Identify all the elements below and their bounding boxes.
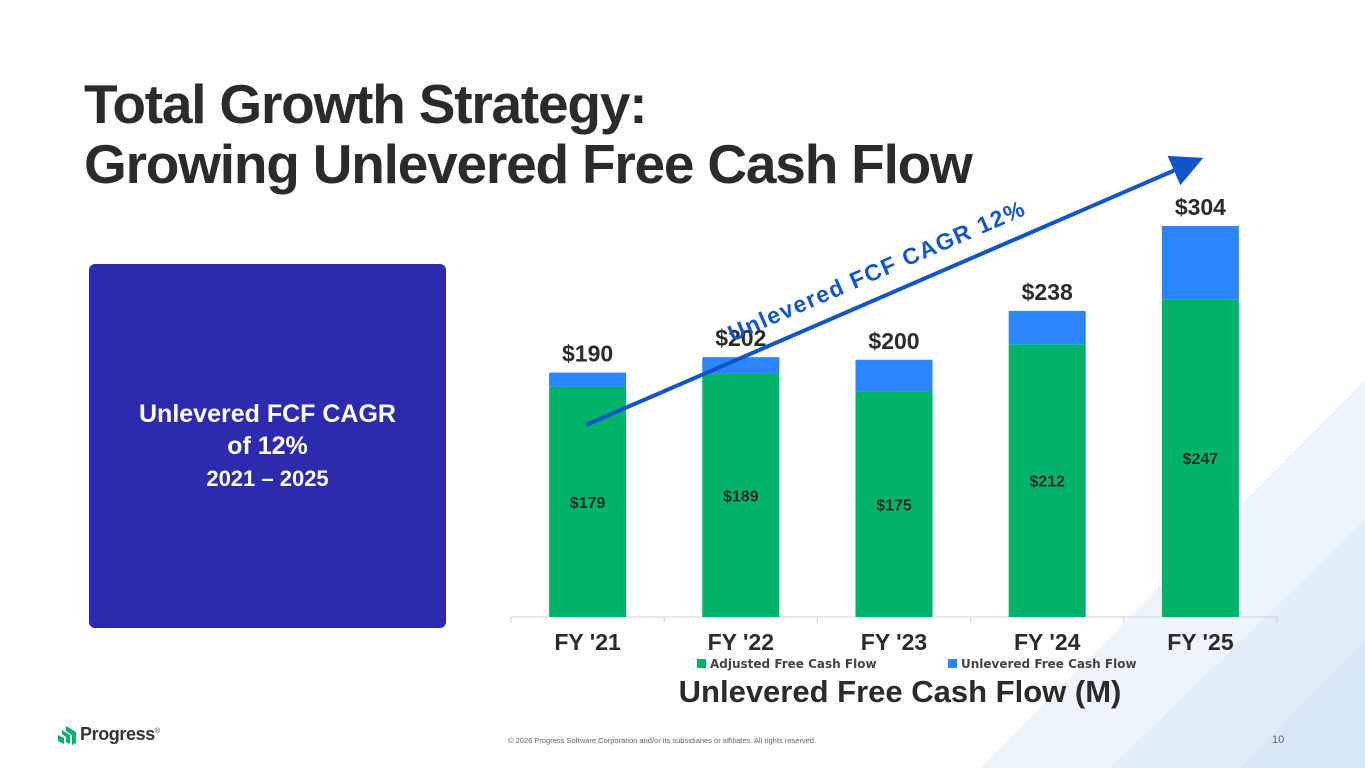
bar-unlevered-free-cash-flow-fy-21	[549, 372, 627, 387]
total-label-fy-24: $238	[1022, 279, 1073, 305]
callout-years: 2021 – 2025	[206, 466, 329, 491]
bar-adjusted-free-cash-flow-fy-25	[1161, 299, 1239, 617]
x-tick-label-fy-24: FY '24	[1014, 629, 1081, 655]
legend-label-adjusted-free-cash-flow: Adjusted Free Cash Flow	[710, 657, 877, 671]
page-title: Total Growth Strategy: Growing Unlevered…	[84, 73, 973, 195]
callout-line-2: of 12%	[227, 432, 308, 460]
x-tick-label-fy-23: FY '23	[861, 629, 927, 655]
total-label-fy-25: $304	[1175, 194, 1226, 220]
data-label-adjusted-fy-25: $247	[1183, 451, 1219, 468]
total-label-fy-23: $200	[868, 328, 919, 354]
copyright-footer: © 2026 Progress Software Corporation and…	[508, 736, 817, 745]
cagr-callout-box: Unlevered FCF CAGR of 12% 2021 – 2025	[89, 264, 446, 628]
data-label-adjusted-fy-21: $179	[570, 495, 606, 512]
bar-unlevered-free-cash-flow-fy-23	[855, 359, 933, 392]
title-line-1: Total Growth Strategy:	[84, 73, 648, 135]
title-line-2: Growing Unlevered Free Cash Flow	[84, 133, 973, 195]
cagr-annotation: Unlevered FCF CAGR 12%	[724, 195, 1030, 347]
data-label-adjusted-fy-22: $189	[723, 488, 759, 505]
page-number: 10	[1272, 734, 1285, 746]
total-label-fy-21: $190	[562, 341, 613, 367]
legend-swatch-adjusted-free-cash-flow	[697, 659, 706, 668]
progress-logo-icon	[58, 725, 76, 745]
logo-registered-mark: ®	[154, 728, 160, 735]
bar-unlevered-free-cash-flow-fy-22	[702, 357, 780, 374]
x-tick-label-fy-21: FY '21	[554, 629, 621, 655]
x-tick-label-fy-25: FY '25	[1167, 629, 1234, 655]
bar-adjusted-free-cash-flow-fy-22	[702, 373, 780, 617]
bar-adjusted-free-cash-flow-fy-24	[1008, 344, 1086, 617]
chart-title: Unlevered Free Cash Flow (M)	[678, 674, 1122, 709]
bar-unlevered-free-cash-flow-fy-25	[1161, 226, 1239, 300]
callout-line-1: Unlevered FCF CAGR	[139, 400, 396, 428]
legend-swatch-unlevered-free-cash-flow	[948, 659, 957, 668]
progress-logo: Progress®	[57, 724, 160, 745]
logo-text: Progress	[80, 724, 155, 744]
legend-label-unlevered-free-cash-flow: Unlevered Free Cash Flow	[961, 657, 1137, 671]
data-label-adjusted-fy-23: $175	[876, 497, 912, 514]
bar-adjusted-free-cash-flow-fy-23	[855, 391, 933, 617]
data-label-adjusted-fy-24: $212	[1029, 474, 1065, 491]
x-tick-label-fy-22: FY '22	[708, 629, 774, 655]
total-label-fy-22: $202	[715, 325, 766, 351]
cagr-trend-arrow	[585, 155, 1204, 427]
bar-unlevered-free-cash-flow-fy-24	[1008, 310, 1086, 345]
